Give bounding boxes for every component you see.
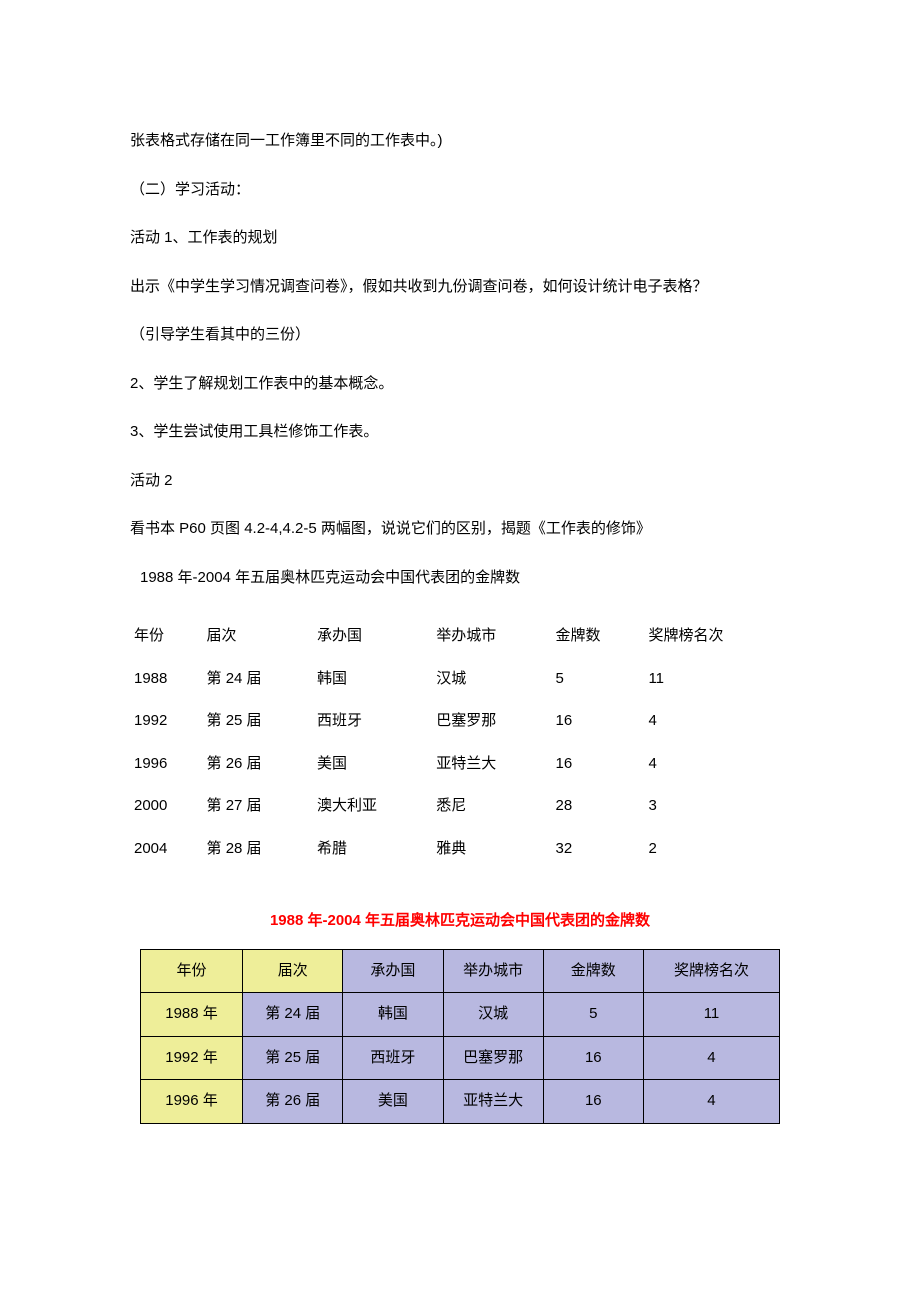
table-cell: 2000 [130,785,203,828]
table-row: 1992 第 25 届 西班牙 巴塞罗那 16 4 [130,700,790,743]
table-cell: 1992 [130,700,203,743]
table-cell: 悉尼 [432,785,551,828]
paragraph: 出示《中学生学习情况调查问卷》，假如共收到九份调查问卷，如何设计统计电子表格？ [130,276,790,299]
styled-olympic-table: 年份 届次 承办国 举办城市 金牌数 奖牌榜名次 1988 年 第 24 届 韩… [140,949,780,1124]
table-cell: 1988 年 [141,993,243,1037]
table-header-cell: 举办城市 [432,615,551,658]
table-cell: 16 [543,1036,643,1080]
paragraph: 张表格式存储在同一工作簿里不同的工作表中。) [130,130,790,153]
table-cell: 第 26 届 [243,1080,343,1124]
table-row: 2004 第 28 届 希腊 雅典 32 2 [130,828,790,871]
table-cell: 第 24 届 [203,658,314,701]
table-cell: 1988 [130,658,203,701]
table-cell: 第 26 届 [203,743,314,786]
table-cell: 2004 [130,828,203,871]
table-cell: 韩国 [343,993,443,1037]
table-cell: 1996 [130,743,203,786]
table-header-cell: 承办国 [343,949,443,993]
plain-table-title: 1988 年-2004 年五届奥林匹克运动会中国代表团的金牌数 [140,567,790,590]
table-cell: 亚特兰大 [443,1080,543,1124]
table-cell: 1996 年 [141,1080,243,1124]
table-cell: 第 25 届 [243,1036,343,1080]
table-cell: 希腊 [313,828,432,871]
table-header-cell: 举办城市 [443,949,543,993]
table-row: 年份 届次 承办国 举办城市 金牌数 奖牌榜名次 [141,949,780,993]
table-cell: 5 [552,658,645,701]
table-cell: 巴塞罗那 [432,700,551,743]
table-header-cell: 年份 [141,949,243,993]
table-header-cell: 金牌数 [552,615,645,658]
table-row: 年份 届次 承办国 举办城市 金牌数 奖牌榜名次 [130,615,790,658]
table-header-cell: 年份 [130,615,203,658]
table-header-cell: 金牌数 [543,949,643,993]
paragraph: 看书本 P60 页图 4.2-4,4.2-5 两幅图，说说它们的区别，揭题《工作… [130,518,790,541]
paragraph: （二）学习活动： [130,179,790,202]
document-page: 张表格式存储在同一工作簿里不同的工作表中。) （二）学习活动： 活动 1、工作表… [0,0,920,1302]
table-cell: 巴塞罗那 [443,1036,543,1080]
styled-table-title: 1988 年-2004 年五届奥林匹克运动会中国代表团的金牌数 [130,910,790,933]
table-cell: 32 [552,828,645,871]
paragraph: （引导学生看其中的三份） [130,324,790,347]
table-cell: 美国 [343,1080,443,1124]
table-cell: 第 27 届 [203,785,314,828]
table-cell: 3 [644,785,790,828]
plain-olympic-table: 年份 届次 承办国 举办城市 金牌数 奖牌榜名次 1988 第 24 届 韩国 … [130,615,790,870]
table-cell: 11 [644,658,790,701]
paragraph: 3、学生尝试使用工具栏修饰工作表。 [130,421,790,444]
table-cell: 雅典 [432,828,551,871]
table-cell: 4 [643,1080,779,1124]
table-cell: 16 [552,700,645,743]
table-cell: 西班牙 [343,1036,443,1080]
table-cell: 韩国 [313,658,432,701]
table-cell: 澳大利亚 [313,785,432,828]
table-row: 1988 年 第 24 届 韩国 汉城 5 11 [141,993,780,1037]
table-row: 1988 第 24 届 韩国 汉城 5 11 [130,658,790,701]
table-row: 1996 年 第 26 届 美国 亚特兰大 16 4 [141,1080,780,1124]
table-cell: 4 [643,1036,779,1080]
table-cell: 4 [644,700,790,743]
table-header-cell: 届次 [203,615,314,658]
table-header-cell: 奖牌榜名次 [644,615,790,658]
table-cell: 美国 [313,743,432,786]
table-cell: 第 25 届 [203,700,314,743]
table-header-cell: 承办国 [313,615,432,658]
paragraph: 活动 1、工作表的规划 [130,227,790,250]
table-cell: 汉城 [443,993,543,1037]
table-header-cell: 奖牌榜名次 [643,949,779,993]
table-header-cell: 届次 [243,949,343,993]
table-cell: 5 [543,993,643,1037]
table-cell: 16 [543,1080,643,1124]
table-cell: 16 [552,743,645,786]
paragraph: 活动 2 [130,470,790,493]
table-cell: 2 [644,828,790,871]
table-cell: 西班牙 [313,700,432,743]
table-cell: 11 [643,993,779,1037]
table-cell: 第 24 届 [243,993,343,1037]
table-cell: 亚特兰大 [432,743,551,786]
table-cell: 汉城 [432,658,551,701]
table-cell: 28 [552,785,645,828]
table-cell: 4 [644,743,790,786]
table-row: 2000 第 27 届 澳大利亚 悉尼 28 3 [130,785,790,828]
table-cell: 1992 年 [141,1036,243,1080]
table-row: 1996 第 26 届 美国 亚特兰大 16 4 [130,743,790,786]
paragraph: 2、学生了解规划工作表中的基本概念。 [130,373,790,396]
table-cell: 第 28 届 [203,828,314,871]
table-row: 1992 年 第 25 届 西班牙 巴塞罗那 16 4 [141,1036,780,1080]
